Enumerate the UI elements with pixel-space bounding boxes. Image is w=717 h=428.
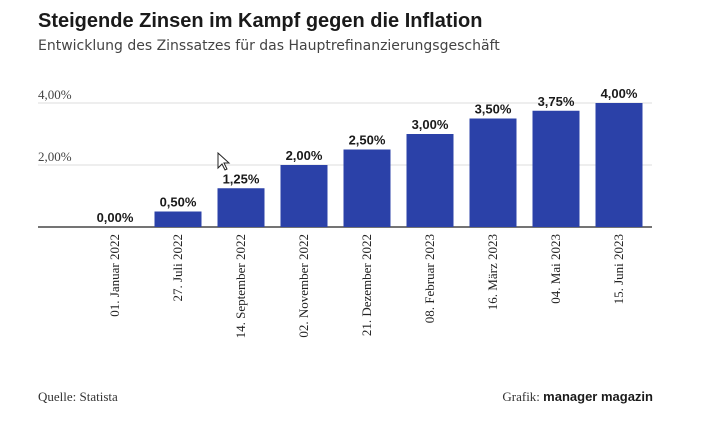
bar xyxy=(343,149,391,227)
bar-value-label: 0,50% xyxy=(160,195,197,210)
bar xyxy=(532,110,580,227)
credit-prefix: Grafik: xyxy=(502,389,540,404)
x-tick-label: 16. März 2023 xyxy=(485,234,500,310)
chart-title: Steigende Zinsen im Kampf gegen die Infl… xyxy=(38,10,483,32)
bar-value-label: 3,50% xyxy=(475,102,512,117)
bar-value-label: 3,75% xyxy=(538,94,575,109)
bar xyxy=(406,134,454,227)
bar-value-label: 2,00% xyxy=(286,148,323,163)
bar-value-label: 3,00% xyxy=(412,117,449,132)
y-tick-label: 4,00% xyxy=(38,87,72,102)
bar-value-label: 4,00% xyxy=(601,86,638,101)
x-tick-label: 15. Juni 2023 xyxy=(611,234,626,304)
x-tick-label: 14. September 2022 xyxy=(233,234,248,338)
x-tick-label: 02. November 2022 xyxy=(296,234,311,338)
x-tick-label: 04. Mai 2023 xyxy=(548,234,563,304)
source-note: Quelle: Statista xyxy=(38,389,118,404)
bar-value-label: 1,25% xyxy=(223,171,260,186)
x-tick-label: 01. Januar 2022 xyxy=(107,234,122,317)
chart-subtitle: Entwicklung des Zinssatzes für das Haupt… xyxy=(38,38,500,54)
bar xyxy=(217,188,265,227)
bar xyxy=(595,103,643,227)
bar xyxy=(154,211,202,227)
bar xyxy=(469,118,517,227)
bar-value-label: 2,50% xyxy=(349,133,386,148)
y-tick-label: 2,00% xyxy=(38,149,72,164)
bar-chart: 0,00% 0,50% 1,25% 2,00% 2,50% 3,00% 3,50% 3,75%… xyxy=(38,86,652,338)
bar-value-label: 0,00% xyxy=(97,210,134,225)
credit-brand: manager magazin xyxy=(543,389,653,404)
x-tick-label: 21. Dezember 2022 xyxy=(359,234,374,336)
x-tick-label: 08. Februar 2023 xyxy=(422,234,437,323)
x-tick-label: 27. Juli 2022 xyxy=(170,234,185,302)
bar xyxy=(280,165,328,227)
mouse-pointer-icon xyxy=(217,152,231,171)
graphic-credit: Grafik: manager magazin xyxy=(502,389,653,405)
